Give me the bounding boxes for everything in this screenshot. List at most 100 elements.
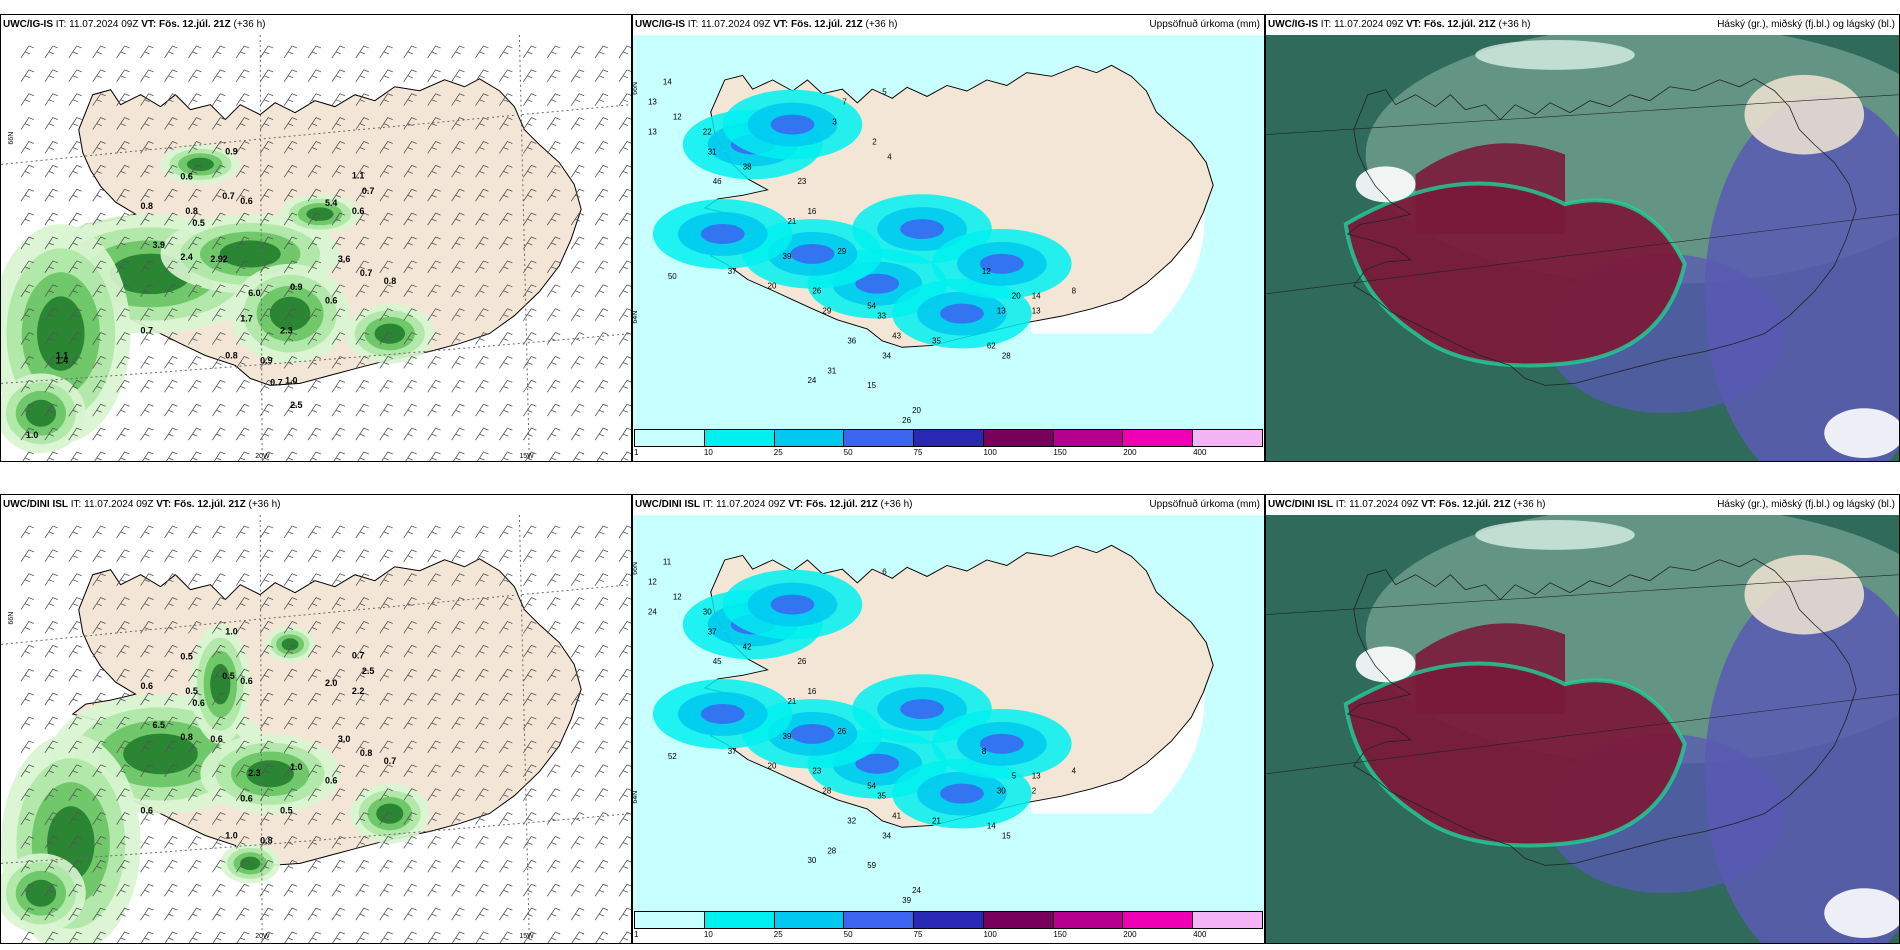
wind-barb (355, 308, 369, 321)
wind-barb (259, 836, 274, 849)
wind-barb (427, 260, 441, 274)
wind-barb (523, 403, 537, 417)
wind-barb (307, 379, 322, 393)
wind-barb (331, 740, 346, 754)
wind-barb (331, 308, 346, 321)
wind-barb (259, 236, 274, 250)
wind-barb (44, 332, 58, 345)
precip-legend: 1 10 25 50 75 100 150 200 400 (633, 911, 1264, 943)
field-title: Háský (gr.), miðský (fj.bl.) og lágský (… (1717, 19, 1895, 30)
wind-value-label: 1.7 (240, 314, 252, 324)
clear-area (1355, 166, 1416, 203)
wind-barb (259, 117, 274, 130)
wind-barb (140, 597, 154, 610)
wind-barb (116, 332, 130, 345)
wind-barb (594, 93, 609, 106)
wind-barb (211, 236, 226, 250)
wind-barb (92, 379, 106, 393)
wind-barb (116, 525, 130, 539)
wind-barb (331, 260, 346, 274)
wind-barb (20, 117, 35, 130)
wind-barb (235, 883, 250, 897)
wind-barb (451, 427, 465, 441)
wind-barb (285, 451, 298, 461)
wind-barb (570, 692, 585, 706)
wind-barb (379, 764, 393, 777)
wind-barb (475, 141, 489, 154)
legend-tick: 50 (843, 930, 853, 939)
wind-barb (259, 883, 274, 897)
wind-barb (499, 260, 513, 274)
wind-barb (116, 93, 130, 106)
legend-swatch (1193, 912, 1263, 928)
wind-barb (236, 931, 250, 943)
wind-barb (451, 260, 465, 274)
legend-tick: 100 (983, 930, 997, 939)
wind-barb (499, 644, 513, 658)
wind-barb (331, 212, 346, 226)
wind-barb (188, 836, 202, 849)
precip-value-label: 54 (867, 302, 876, 311)
wind-barb (594, 597, 609, 610)
legend-tick: 1 (634, 448, 639, 457)
wind-barb (403, 212, 417, 226)
wind-barb (594, 45, 609, 59)
wind-barb (355, 573, 369, 586)
wind-barb (283, 212, 298, 226)
precip-shade (900, 699, 945, 719)
wind-barb (188, 788, 202, 801)
wind-barb (235, 379, 250, 393)
wind-barb (499, 427, 513, 441)
wind-barb (331, 379, 346, 393)
wind-barb (211, 907, 226, 921)
wind-barb (523, 332, 537, 345)
lon-label-15w: 15W (519, 453, 534, 460)
wind-barb (618, 549, 631, 563)
wind-barb (475, 812, 489, 825)
clear-area (1355, 646, 1416, 683)
wind-barb (20, 597, 35, 610)
cloud-edge (1343, 661, 1687, 848)
wind-barb (403, 93, 417, 106)
wind-barb (68, 883, 82, 897)
wind-barb (211, 356, 226, 369)
lead-time: (+36 h) (233, 19, 266, 30)
wind-barb (499, 788, 513, 801)
wind-barb (355, 621, 369, 634)
wind-barb (259, 45, 274, 59)
lat-line (1, 104, 631, 165)
wind-barb (355, 549, 369, 563)
wind-barb (331, 692, 346, 706)
wind-barb (427, 692, 441, 706)
legend-swatch (635, 430, 705, 446)
wind-barb (618, 883, 631, 897)
wind-barb (259, 212, 274, 226)
wind-value-label: 1.4 (56, 355, 68, 365)
precip-map: 66N 64N 14 13 12 13 22 31 38 46 23 21 16 29 39 37 50 20 26… (633, 35, 1264, 429)
precip-value-label: 28 (827, 846, 836, 855)
wind-barb (427, 859, 441, 873)
wind-barb (307, 549, 322, 563)
wind-barb (20, 427, 35, 441)
wind-barb (427, 788, 441, 801)
wind-barb (116, 740, 130, 754)
precip-legend: 1 10 25 50 75 100 150 200 400 (633, 429, 1264, 461)
wind-barb (68, 164, 82, 178)
wind-barb (44, 164, 58, 178)
wind-barb (475, 117, 489, 130)
wind-barb (235, 332, 250, 345)
wind-barb (164, 212, 178, 226)
wind-barb (477, 451, 489, 461)
wind-barb (403, 69, 417, 83)
precip-value-label: 21 (788, 697, 797, 706)
wind-barb (618, 668, 631, 682)
wind-barb (355, 236, 369, 250)
wind-barb (140, 668, 154, 682)
wind-barb (379, 597, 393, 610)
wind-barb (140, 573, 154, 586)
precip-value-label: 24 (912, 886, 921, 895)
wind-barb (92, 93, 106, 106)
wind-barb (116, 549, 130, 563)
wind-barb (331, 332, 346, 345)
wind-barb (546, 573, 561, 586)
